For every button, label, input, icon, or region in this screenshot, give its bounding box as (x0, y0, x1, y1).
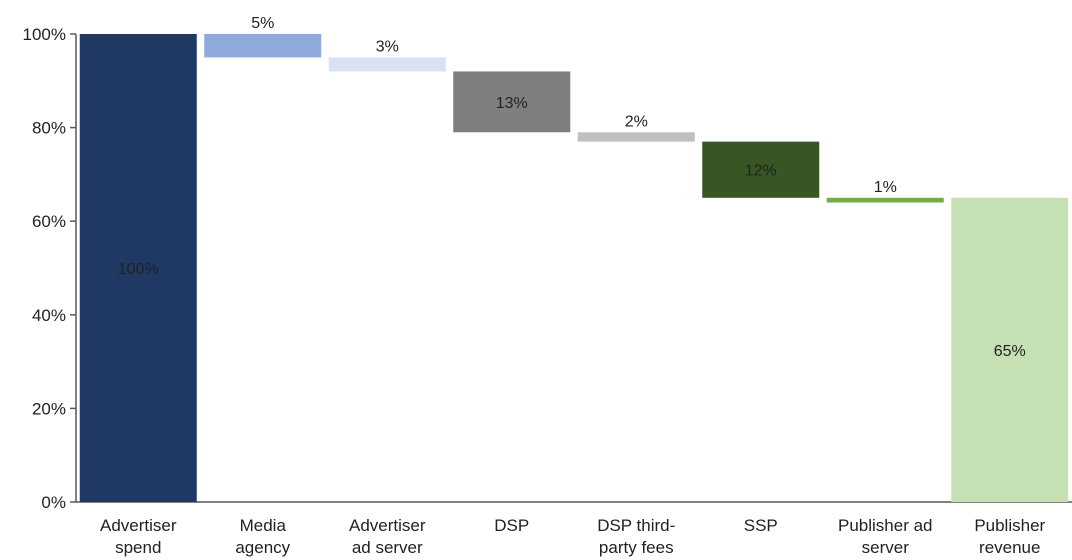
category-label-line: spend (115, 538, 161, 557)
bar-value-label: 1% (874, 179, 897, 196)
category-label: DSP third-party fees (597, 516, 675, 557)
category-label-line: Media (240, 516, 287, 535)
category-label: SSP (744, 516, 778, 535)
y-tick-label: 0% (41, 493, 66, 512)
category-label: DSP (494, 516, 529, 535)
y-tick-label: 80% (32, 119, 66, 138)
category-label-line: Publisher ad (838, 516, 933, 535)
data-labels: 100% 5% 3% 13% 2% 12% 1% 65% (118, 15, 1026, 360)
bar-value-label: 13% (496, 95, 528, 112)
category-labels: Advertiser spend Media agency Advertiser ad s… (100, 516, 1046, 557)
category-label-line: agency (235, 538, 290, 557)
bar (826, 197, 944, 203)
bar-value-label: 5% (251, 15, 274, 32)
bar (577, 132, 695, 142)
y-tick-label: 20% (32, 399, 66, 418)
category-label: Publisher revenue (974, 516, 1045, 557)
bar (328, 57, 446, 72)
bar-value-label: 2% (625, 113, 648, 130)
category-label-line: Advertiser (100, 516, 177, 535)
bar (702, 141, 820, 198)
y-tick-label: 40% (32, 306, 66, 325)
bar (79, 34, 197, 502)
category-label: Advertiser spend (100, 516, 177, 557)
bar-value-label: 65% (994, 343, 1026, 360)
bar (951, 197, 1069, 503)
category-label-line: party fees (599, 538, 674, 557)
category-label-line: Advertiser (349, 516, 426, 535)
bars (79, 34, 1069, 503)
y-tick-label: 100% (23, 25, 66, 44)
bar (453, 71, 571, 133)
category-label-line: DSP third- (597, 516, 675, 535)
category-label-line: Publisher (974, 516, 1045, 535)
bar-value-label: 12% (745, 163, 777, 180)
bar-value-label: 3% (376, 38, 399, 55)
category-label-line: server (862, 538, 910, 557)
y-axis: 0% 20% 40% 60% 80% 100% (23, 25, 1072, 512)
y-tick-label: 60% (32, 212, 66, 231)
bar-value-label: 100% (118, 261, 159, 278)
category-label: Publisher ad server (838, 516, 933, 557)
category-label-line: revenue (979, 538, 1040, 557)
category-label: Advertiser ad server (349, 516, 426, 557)
bar (204, 34, 322, 58)
category-label: Media agency (235, 516, 290, 557)
category-label-line: SSP (744, 516, 778, 535)
category-label-line: ad server (352, 538, 423, 557)
category-label-line: DSP (494, 516, 529, 535)
